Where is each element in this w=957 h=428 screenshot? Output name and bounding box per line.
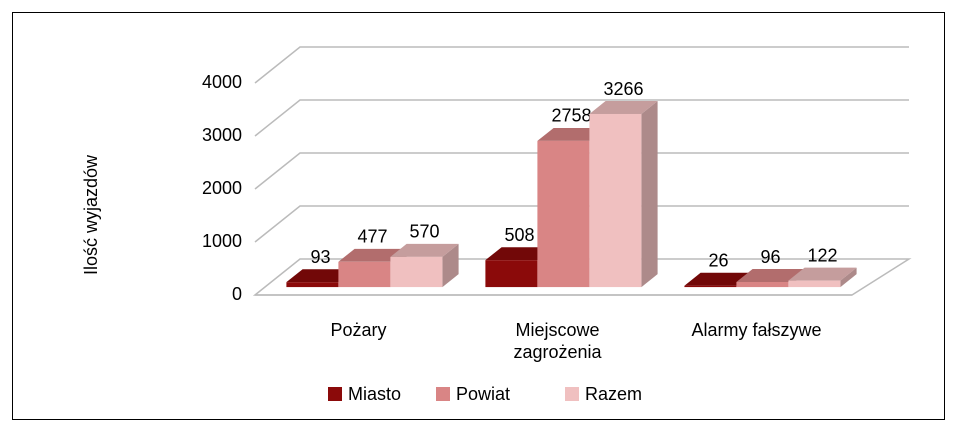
legend-swatch — [565, 387, 579, 401]
data-label: 570 — [409, 222, 439, 242]
y-tick-label: 4000 — [202, 72, 242, 92]
bar-top — [788, 267, 857, 281]
bar-top — [589, 101, 658, 114]
bar-top — [684, 272, 753, 286]
bar — [286, 282, 339, 288]
legend-swatch — [436, 387, 450, 401]
bar — [589, 113, 642, 288]
x-tick-label: Alarmy fałszywe — [691, 320, 822, 340]
data-label: 93 — [310, 247, 330, 267]
data-label: 96 — [760, 247, 780, 267]
bar-top — [537, 127, 606, 141]
y-tick-label: 2000 — [202, 178, 242, 198]
legend-swatch — [328, 387, 342, 401]
bar — [684, 285, 737, 288]
bar-side — [641, 101, 658, 288]
bar — [390, 256, 443, 288]
bar-top — [485, 247, 554, 261]
data-label: 477 — [357, 227, 387, 247]
legend-label: Miasto — [348, 384, 401, 404]
grid-line — [254, 99, 909, 137]
y-tick-label: 0 — [232, 284, 242, 304]
data-label: 26 — [708, 250, 728, 270]
bar-side — [840, 267, 857, 288]
legend-label: Razem — [585, 384, 642, 404]
data-label: 3266 — [603, 79, 643, 99]
data-label: 2758 — [551, 106, 591, 126]
bar-top — [286, 269, 355, 283]
x-tick-label: Pożary — [330, 320, 387, 340]
bar-side — [442, 243, 459, 288]
y-tick-label: 3000 — [202, 125, 242, 145]
legend-label: Powiat — [456, 384, 510, 404]
y-axis-label: Ilość wyjazdów — [81, 154, 101, 275]
data-label: 508 — [504, 225, 534, 245]
bar — [338, 261, 391, 288]
x-tick-label: Miejscowe zagrożenia — [513, 320, 602, 362]
bar — [537, 140, 590, 288]
bar — [788, 280, 841, 288]
y-tick-label: 1000 — [202, 231, 242, 251]
grid-line — [254, 205, 909, 243]
grid-line — [254, 152, 909, 190]
grid-line — [254, 46, 909, 84]
data-label: 122 — [807, 245, 837, 265]
bar — [736, 281, 789, 288]
bar-top — [390, 243, 459, 257]
bar-top — [338, 248, 407, 262]
bar — [485, 260, 538, 288]
chart-border — [12, 12, 945, 420]
bar-top — [736, 269, 805, 282]
